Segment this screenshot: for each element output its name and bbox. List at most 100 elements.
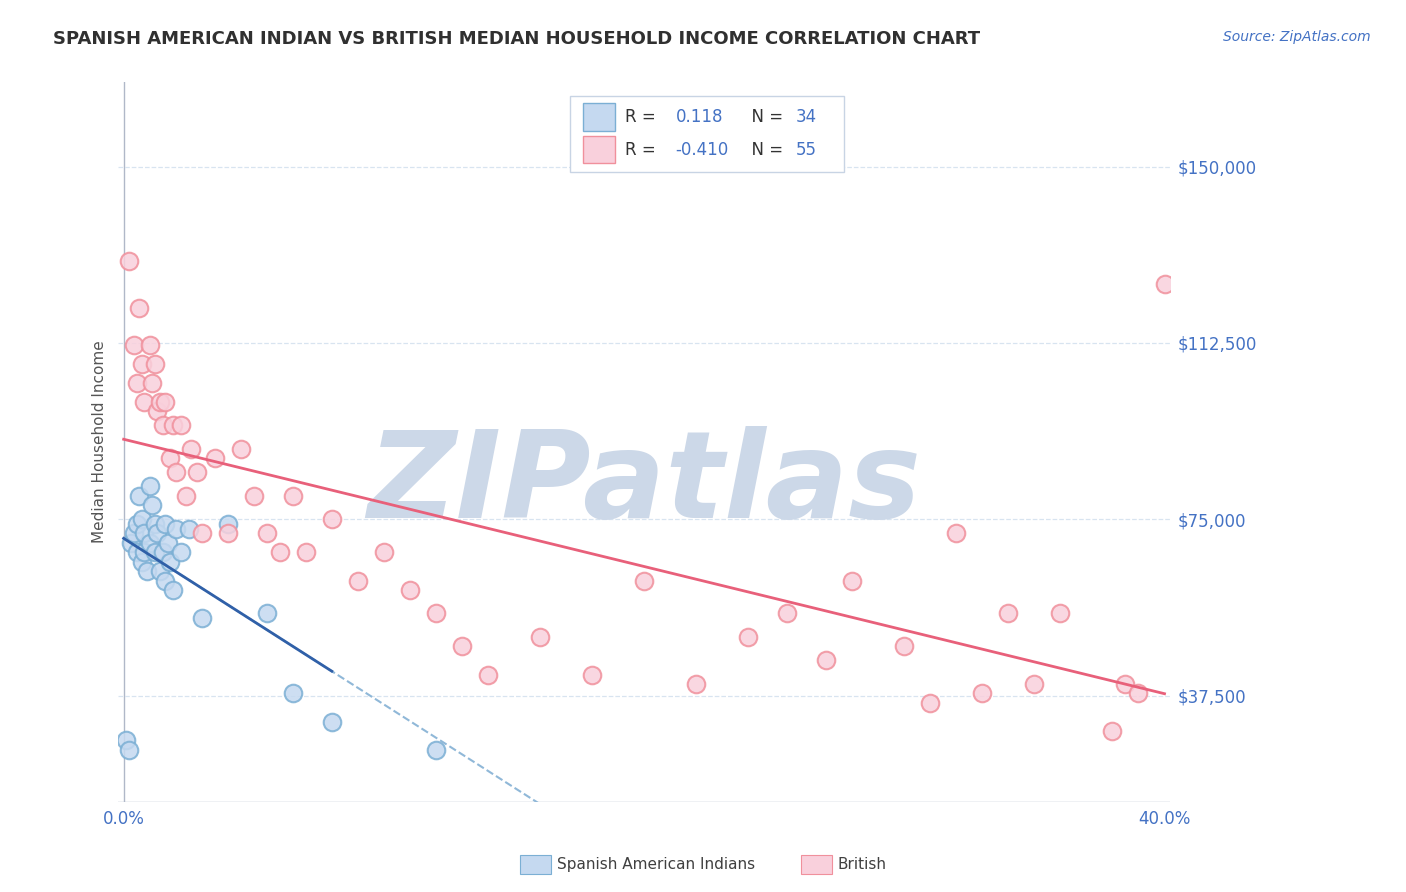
Text: -0.410: -0.410 bbox=[676, 141, 728, 159]
Point bbox=[159, 451, 181, 466]
Point bbox=[115, 733, 138, 747]
Point bbox=[281, 686, 304, 700]
Point bbox=[170, 418, 193, 433]
Point bbox=[477, 667, 499, 681]
Point bbox=[177, 522, 200, 536]
Point bbox=[180, 442, 202, 456]
Point bbox=[893, 640, 915, 654]
Point bbox=[155, 394, 177, 409]
Point bbox=[122, 526, 145, 541]
Point bbox=[131, 555, 153, 569]
FancyBboxPatch shape bbox=[583, 103, 614, 131]
Point bbox=[186, 466, 208, 480]
Point bbox=[128, 489, 150, 503]
Text: N =: N = bbox=[741, 108, 789, 126]
FancyBboxPatch shape bbox=[583, 136, 614, 163]
Text: ZIPatlas: ZIPatlas bbox=[367, 426, 921, 543]
Point bbox=[134, 394, 156, 409]
Point bbox=[125, 517, 148, 532]
Point bbox=[162, 418, 184, 433]
Point bbox=[155, 517, 177, 532]
Text: 55: 55 bbox=[796, 141, 817, 159]
Point bbox=[146, 404, 169, 418]
Point bbox=[122, 338, 145, 352]
Point bbox=[170, 545, 193, 559]
Point bbox=[128, 301, 150, 315]
Point bbox=[529, 630, 551, 644]
Point bbox=[149, 394, 172, 409]
Point bbox=[125, 376, 148, 390]
Point bbox=[1128, 686, 1150, 700]
Point bbox=[945, 526, 967, 541]
Point bbox=[815, 653, 838, 667]
Point bbox=[685, 677, 707, 691]
Point bbox=[1049, 607, 1071, 621]
Point bbox=[143, 545, 166, 559]
Point bbox=[581, 667, 603, 681]
Point bbox=[321, 512, 343, 526]
Point bbox=[256, 607, 278, 621]
Point bbox=[143, 517, 166, 532]
Point bbox=[141, 376, 163, 390]
Point bbox=[347, 574, 370, 588]
Text: N =: N = bbox=[741, 141, 789, 159]
Point bbox=[190, 611, 212, 625]
Point bbox=[120, 536, 142, 550]
FancyBboxPatch shape bbox=[571, 96, 844, 172]
Text: Source: ZipAtlas.com: Source: ZipAtlas.com bbox=[1223, 30, 1371, 45]
Point bbox=[162, 582, 184, 597]
Y-axis label: Median Household Income: Median Household Income bbox=[93, 341, 107, 543]
Point bbox=[165, 466, 187, 480]
Text: British: British bbox=[838, 857, 887, 871]
Text: 0.118: 0.118 bbox=[676, 108, 723, 126]
Point bbox=[152, 545, 174, 559]
Point bbox=[156, 536, 179, 550]
Point bbox=[138, 338, 160, 352]
Point bbox=[138, 479, 160, 493]
Point bbox=[373, 545, 395, 559]
Point bbox=[1153, 277, 1175, 292]
Point bbox=[425, 607, 447, 621]
Point bbox=[321, 714, 343, 729]
Point bbox=[1024, 677, 1046, 691]
Point bbox=[972, 686, 994, 700]
Point bbox=[256, 526, 278, 541]
Point bbox=[399, 582, 422, 597]
Point bbox=[217, 526, 239, 541]
Point bbox=[841, 574, 863, 588]
Point bbox=[146, 526, 169, 541]
Point bbox=[217, 517, 239, 532]
Point bbox=[269, 545, 291, 559]
Point bbox=[776, 607, 799, 621]
Point bbox=[190, 526, 212, 541]
Point bbox=[737, 630, 759, 644]
Point bbox=[118, 253, 141, 268]
Point bbox=[134, 545, 156, 559]
Point bbox=[1114, 677, 1136, 691]
Point bbox=[229, 442, 252, 456]
Point bbox=[997, 607, 1019, 621]
Text: SPANISH AMERICAN INDIAN VS BRITISH MEDIAN HOUSEHOLD INCOME CORRELATION CHART: SPANISH AMERICAN INDIAN VS BRITISH MEDIA… bbox=[53, 30, 980, 48]
Point bbox=[149, 564, 172, 578]
Point bbox=[152, 418, 174, 433]
Point bbox=[174, 489, 197, 503]
Point bbox=[155, 574, 177, 588]
Text: R =: R = bbox=[626, 141, 661, 159]
Point bbox=[141, 498, 163, 512]
Point bbox=[165, 522, 187, 536]
Point bbox=[242, 489, 264, 503]
Point bbox=[281, 489, 304, 503]
Point bbox=[633, 574, 655, 588]
Text: Spanish American Indians: Spanish American Indians bbox=[557, 857, 755, 871]
Point bbox=[143, 357, 166, 371]
Point bbox=[118, 743, 141, 757]
Point bbox=[1101, 724, 1123, 739]
Point bbox=[136, 564, 159, 578]
Point bbox=[425, 743, 447, 757]
Point bbox=[159, 555, 181, 569]
Text: R =: R = bbox=[626, 108, 661, 126]
Point bbox=[131, 357, 153, 371]
Point bbox=[125, 545, 148, 559]
Point bbox=[131, 512, 153, 526]
Point bbox=[138, 536, 160, 550]
